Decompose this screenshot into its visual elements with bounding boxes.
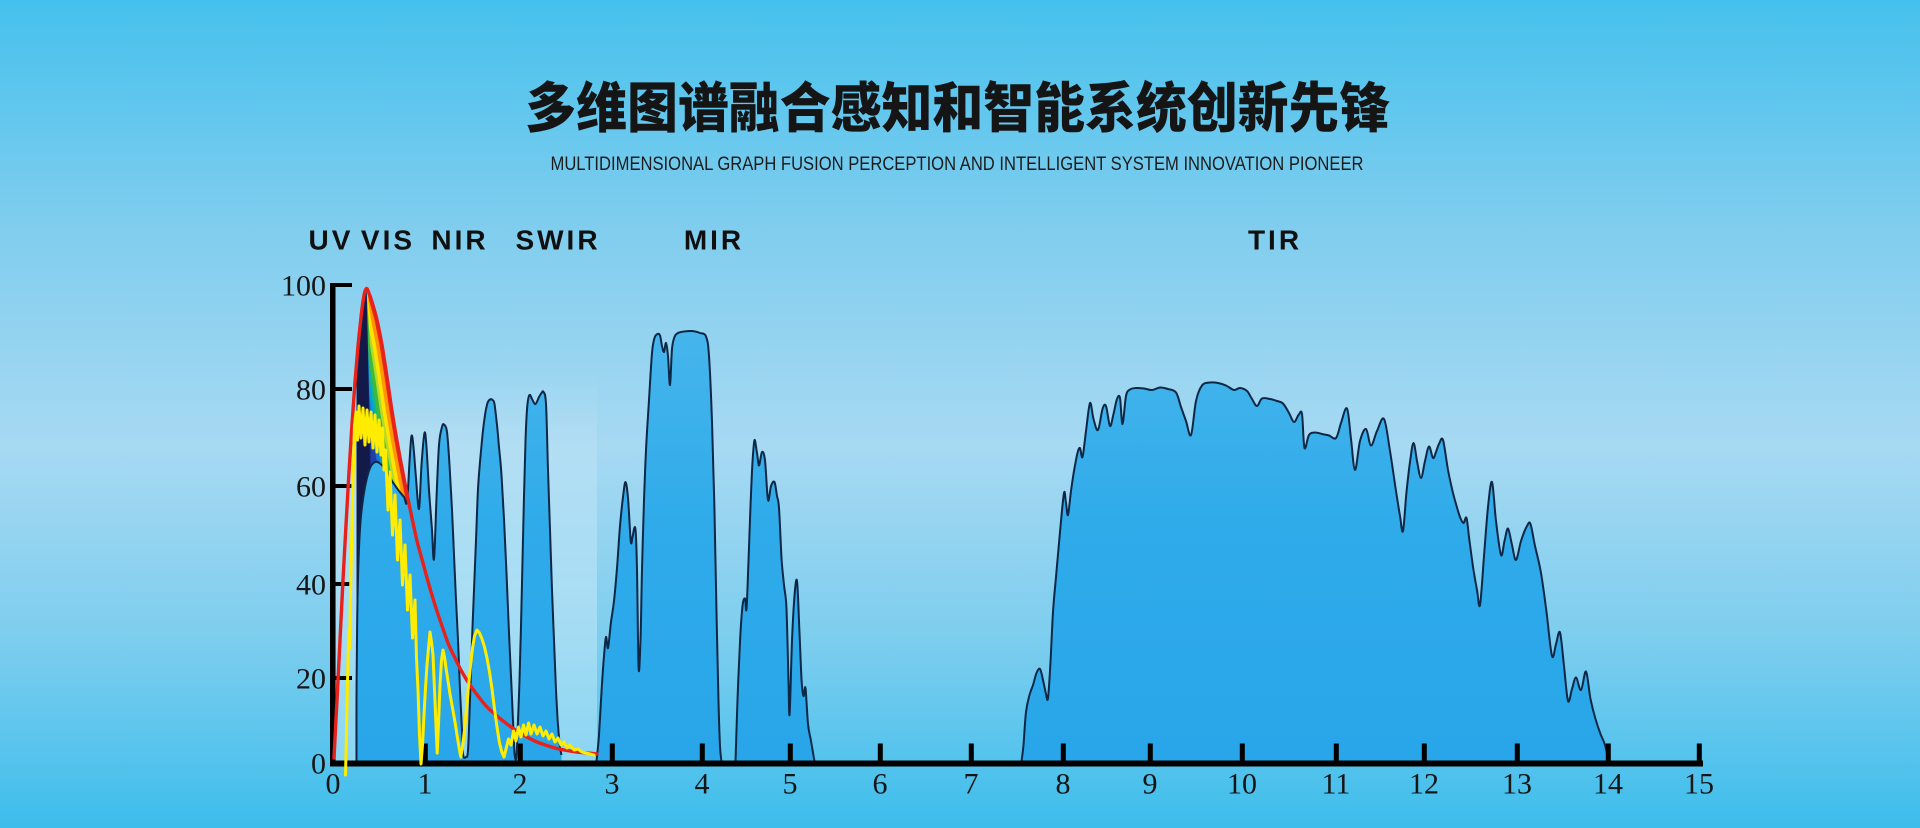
svg-text:6: 6 xyxy=(873,768,888,801)
svg-text:15: 15 xyxy=(1684,768,1714,801)
svg-text:5: 5 xyxy=(783,768,798,801)
svg-text:UV: UV xyxy=(309,225,354,256)
svg-text:0: 0 xyxy=(311,748,326,781)
svg-text:13: 13 xyxy=(1502,768,1532,801)
svg-text:NIR: NIR xyxy=(431,225,488,256)
svg-text:40: 40 xyxy=(296,569,326,602)
svg-text:4: 4 xyxy=(695,768,710,801)
svg-text:7: 7 xyxy=(964,768,979,801)
svg-text:1: 1 xyxy=(418,768,433,801)
svg-text:60: 60 xyxy=(296,471,326,504)
svg-text:100: 100 xyxy=(281,270,326,303)
svg-text:0: 0 xyxy=(326,768,341,801)
svg-text:80: 80 xyxy=(296,374,326,407)
svg-text:TIR: TIR xyxy=(1248,225,1302,256)
svg-text:SWIR: SWIR xyxy=(515,225,600,256)
svg-text:11: 11 xyxy=(1322,768,1351,801)
svg-text:2: 2 xyxy=(513,768,528,801)
svg-text:3: 3 xyxy=(605,768,620,801)
svg-text:VIS: VIS xyxy=(361,225,415,256)
svg-text:MULTIDIMENSIONAL GRAPH FUSION: MULTIDIMENSIONAL GRAPH FUSION PERCEPTION… xyxy=(551,153,1364,175)
svg-text:9: 9 xyxy=(1143,768,1158,801)
svg-text:20: 20 xyxy=(296,663,326,696)
svg-text:14: 14 xyxy=(1593,768,1623,801)
svg-text:MIR: MIR xyxy=(684,225,744,256)
svg-text:10: 10 xyxy=(1227,768,1257,801)
svg-text:8: 8 xyxy=(1056,768,1071,801)
svg-text:12: 12 xyxy=(1409,768,1439,801)
